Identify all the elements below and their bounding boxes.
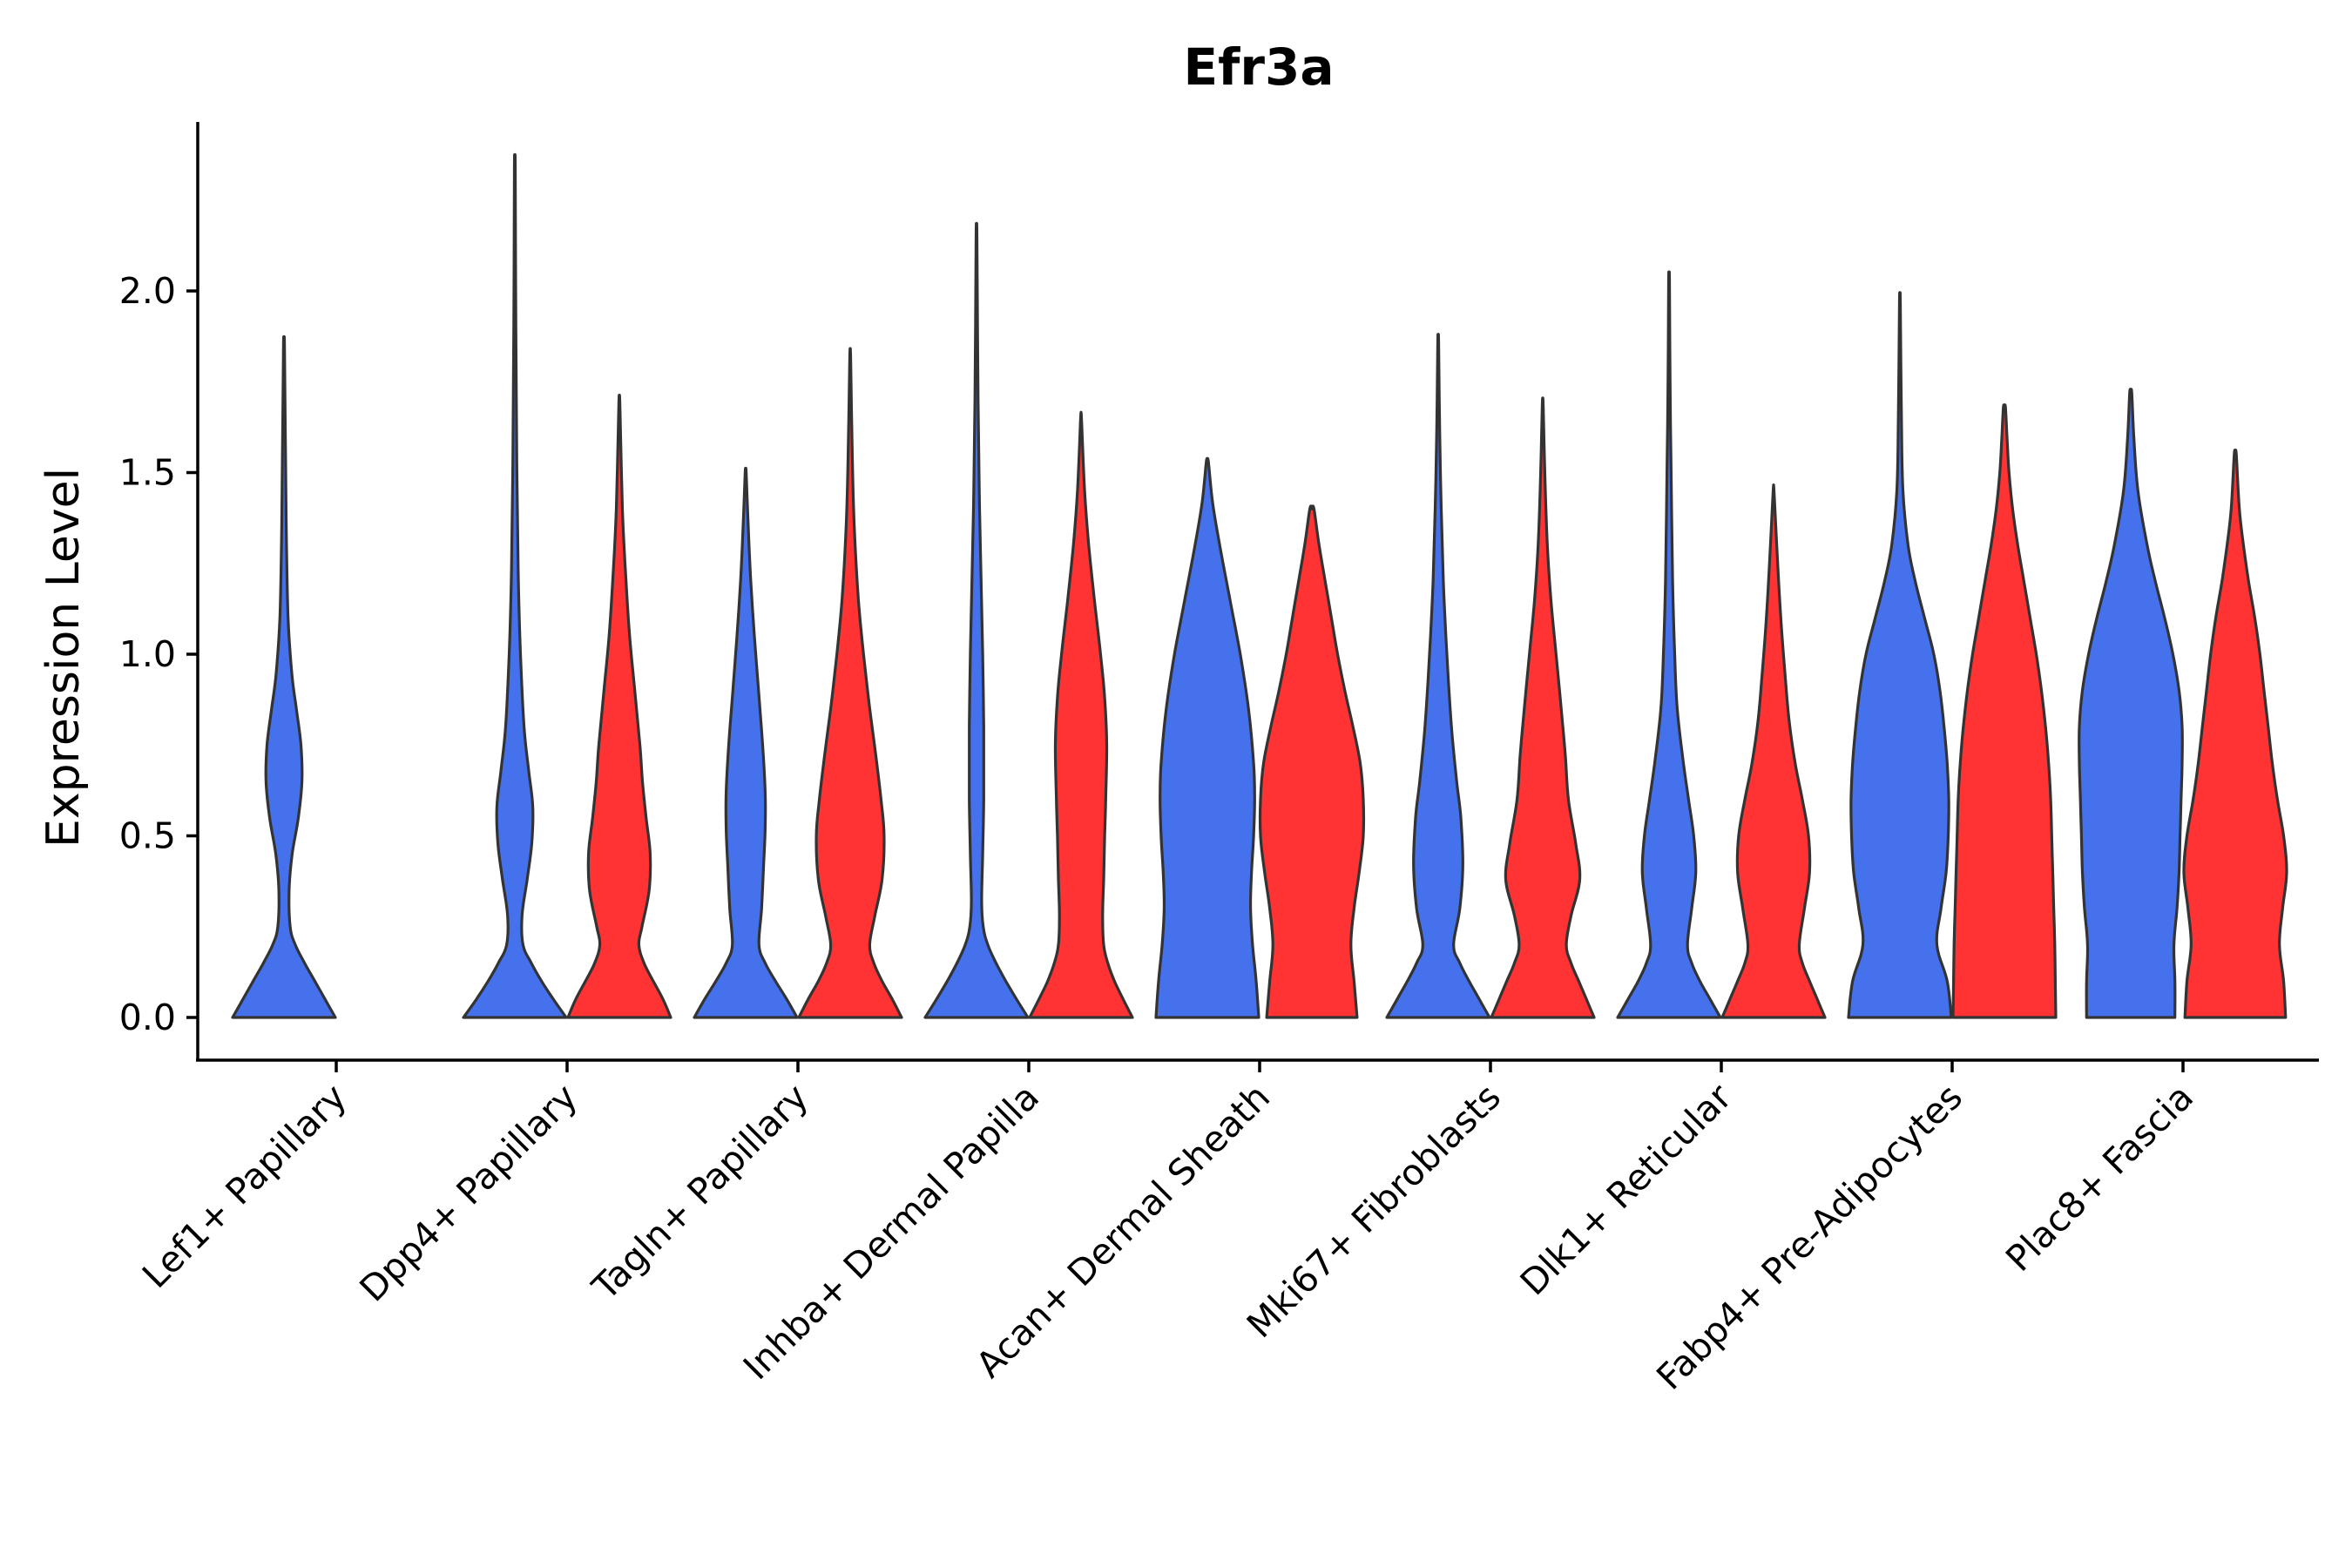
- y-tick-label: 1.5: [119, 452, 176, 494]
- y-axis-label: Expression Level: [37, 468, 90, 848]
- violin-blue: [231, 335, 337, 1019]
- y-ticks: 0.0 0.5 1.0 1.5 2.0: [119, 270, 198, 1038]
- y-tick-label: 1.0: [119, 633, 176, 675]
- violin-red: [1951, 403, 2058, 1019]
- violin-red: [2182, 449, 2288, 1019]
- violin-blue: [1847, 291, 1953, 1019]
- violin-blue: [2078, 388, 2184, 1019]
- violin-blue: [1616, 270, 1722, 1019]
- y-tick-label: 2.0: [119, 270, 176, 312]
- chart-title: Efr3a: [1184, 37, 1335, 97]
- violin-group: [231, 152, 2288, 1019]
- violin-blue: [1154, 456, 1260, 1019]
- violin-red: [1720, 483, 1827, 1019]
- y-tick-label: 0.5: [119, 815, 176, 857]
- violin-red: [566, 394, 672, 1019]
- y-tick-label: 0.0: [119, 997, 176, 1038]
- violin-blue: [923, 221, 1030, 1019]
- x-tick-label: Lef1+ Papillary: [134, 1076, 355, 1296]
- violin-blue: [1385, 333, 1491, 1019]
- x-tick-label: Plac8+ Fascia: [1997, 1076, 2201, 1280]
- x-tick-label: Dpp4+ Papillary: [352, 1076, 585, 1309]
- violin-red: [797, 347, 903, 1019]
- violin-blue: [693, 466, 799, 1019]
- x-tick-label: Mki67+ Fibroblasts: [1239, 1076, 1509, 1346]
- axes: [196, 122, 2319, 1062]
- violin-red: [1258, 504, 1366, 1019]
- violin-red: [1028, 410, 1134, 1019]
- violin-red: [1490, 396, 1596, 1019]
- violin-blue: [462, 152, 568, 1019]
- x-tick-label: Dlk1+ Reticular: [1512, 1076, 1740, 1303]
- x-tick-label: Tagln+ Papillary: [584, 1076, 816, 1308]
